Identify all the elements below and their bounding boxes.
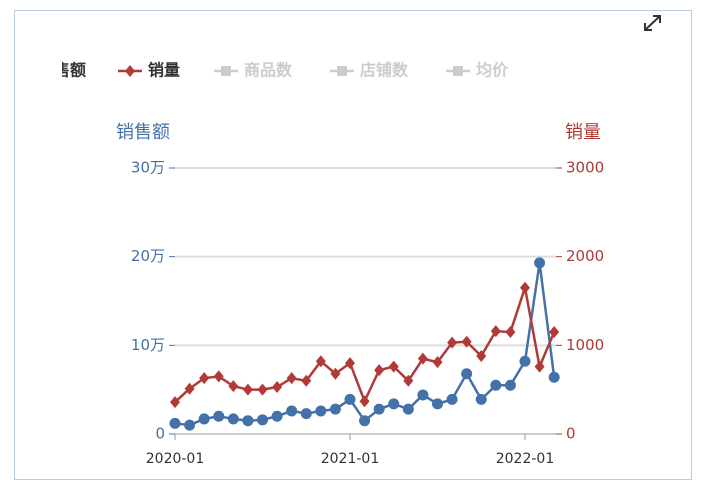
point — [505, 326, 516, 339]
point — [432, 356, 443, 369]
point — [315, 355, 326, 368]
point — [329, 403, 341, 415]
frame — [14, 10, 692, 480]
y-axis-title: 销售额 — [116, 122, 170, 143]
legend-icon — [453, 66, 463, 76]
point — [388, 360, 399, 373]
point — [403, 374, 414, 387]
point — [431, 398, 443, 410]
point — [504, 379, 516, 391]
y-tick-label: 30万 — [131, 159, 165, 177]
point — [213, 410, 225, 422]
y-tick-label: 0 — [155, 425, 165, 443]
legend-label: 销售额 — [38, 61, 86, 80]
point — [228, 380, 239, 393]
y2-tick-label: 0 — [566, 425, 576, 443]
point — [548, 371, 560, 383]
point — [359, 395, 370, 408]
point — [257, 383, 268, 396]
y2-tick-label: 2000 — [566, 247, 604, 265]
point — [519, 281, 530, 294]
legend-label[interactable]: 均价 — [476, 61, 509, 80]
x-tick-label: 2022-01 — [496, 451, 555, 467]
legend-label[interactable]: 店铺数 — [360, 61, 409, 80]
point — [402, 403, 414, 415]
point — [476, 349, 487, 362]
point — [388, 398, 400, 410]
point — [242, 383, 253, 396]
point — [286, 405, 298, 417]
y2-tick-label: 1000 — [566, 336, 604, 354]
point — [490, 379, 502, 391]
point — [198, 413, 210, 425]
point — [549, 326, 560, 339]
point — [271, 410, 283, 422]
expand-icon[interactable] — [644, 15, 661, 31]
point — [184, 419, 196, 431]
point — [213, 370, 224, 383]
point — [359, 415, 371, 427]
point — [373, 403, 385, 415]
point — [417, 352, 428, 365]
point — [490, 325, 501, 338]
point — [170, 396, 180, 409]
point — [374, 364, 385, 377]
legend: 销售额 销量 商品数 店铺数 均价 — [38, 61, 509, 80]
point — [330, 367, 341, 380]
point — [199, 372, 210, 385]
legend-icon — [125, 65, 135, 77]
x-tick-label: 2020-01 — [146, 451, 205, 467]
y2-tick-label: 3000 — [566, 159, 604, 177]
y-tick-label: 10万 — [131, 336, 165, 354]
legend-label: 销量 — [148, 61, 180, 80]
y2-axis-title: 销量 — [565, 122, 601, 143]
point — [272, 381, 283, 394]
point — [286, 372, 297, 385]
legend-label[interactable]: 商品数 — [244, 61, 293, 80]
point — [256, 414, 268, 426]
y-tick-label: 20万 — [131, 247, 165, 265]
point — [461, 368, 473, 380]
legend-clip: 销售额 — [38, 61, 86, 80]
point — [300, 408, 312, 420]
point — [475, 393, 487, 405]
point — [446, 393, 458, 405]
point — [315, 405, 327, 417]
point — [461, 335, 472, 348]
point — [417, 389, 429, 401]
point — [534, 257, 546, 269]
point — [447, 336, 458, 349]
point — [344, 393, 356, 405]
legend-icon — [221, 66, 231, 76]
x-tick-label: 2021-01 — [321, 451, 380, 467]
legend-icon — [337, 66, 347, 76]
point — [184, 382, 195, 395]
point — [242, 415, 254, 427]
point — [519, 355, 531, 367]
point — [344, 357, 355, 370]
point — [169, 417, 181, 429]
point — [301, 374, 312, 387]
point — [534, 360, 545, 373]
point — [227, 413, 239, 425]
